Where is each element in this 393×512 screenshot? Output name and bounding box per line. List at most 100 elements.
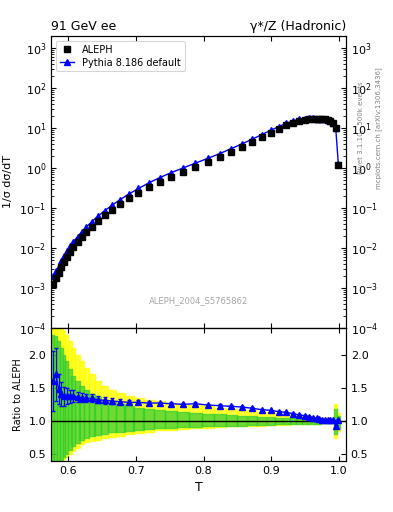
ALEPH [325,117,330,123]
Text: γ*/Z (Hadronic): γ*/Z (Hadronic) [250,20,346,33]
ALEPH [291,120,296,126]
ALEPH [56,270,61,276]
Y-axis label: 1/σ dσ/dT: 1/σ dσ/dT [3,156,13,208]
Pythia 8.186 default [320,116,325,122]
ALEPH [240,144,244,150]
Pythia 8.186 default [146,180,151,186]
Pythia 8.186 default [240,141,244,147]
Pythia 8.186 default [62,253,66,260]
ALEPH [320,116,325,122]
Text: ALEPH_2004_S5765862: ALEPH_2004_S5765862 [149,295,248,305]
Pythia 8.186 default [297,116,301,122]
ALEPH [127,195,131,201]
Pythia 8.186 default [157,175,162,181]
ALEPH [317,116,322,122]
Pythia 8.186 default [336,161,341,167]
Pythia 8.186 default [325,117,330,123]
Pythia 8.186 default [229,145,234,152]
ALEPH [136,189,141,196]
X-axis label: T: T [195,481,202,494]
ALEPH [205,159,210,165]
ALEPH [53,275,58,281]
ALEPH [297,118,301,124]
Pythia 8.186 default [328,118,332,124]
ALEPH [276,126,281,132]
Pythia 8.186 default [250,136,255,142]
Pythia 8.186 default [331,120,335,126]
ALEPH [68,249,72,255]
ALEPH [79,234,84,240]
Pythia 8.186 default [169,169,173,176]
Pythia 8.186 default [102,208,107,214]
ALEPH [217,154,222,160]
Pythia 8.186 default [205,155,210,161]
Line: Pythia 8.186 default: Pythia 8.186 default [50,116,341,279]
Pythia 8.186 default [314,116,319,122]
ALEPH [331,120,335,126]
ALEPH [259,134,264,140]
Pythia 8.186 default [118,197,123,203]
Pythia 8.186 default [284,120,288,126]
Pythia 8.186 default [127,191,131,197]
Pythia 8.186 default [136,185,141,191]
Pythia 8.186 default [89,219,94,225]
Pythia 8.186 default [181,165,185,171]
ALEPH [333,125,338,131]
Pythia 8.186 default [71,239,76,245]
Pythia 8.186 default [323,116,327,122]
ALEPH [284,122,288,129]
ALEPH [110,207,114,213]
Pythia 8.186 default [307,115,312,121]
Pythia 8.186 default [302,116,307,122]
Y-axis label: Ratio to ALEPH: Ratio to ALEPH [13,358,23,431]
Pythia 8.186 default [68,243,72,249]
ALEPH [95,218,100,224]
ALEPH [169,174,173,180]
ALEPH [229,149,234,155]
ALEPH [59,264,64,270]
ALEPH [328,118,332,124]
Pythia 8.186 default [79,229,84,235]
Pythia 8.186 default [59,259,64,265]
ALEPH [307,116,312,122]
ALEPH [250,139,255,145]
ALEPH [323,116,327,122]
ALEPH [71,244,76,250]
ALEPH [118,201,123,207]
ALEPH [302,117,307,123]
ALEPH [102,212,107,219]
ALEPH [193,164,198,170]
Pythia 8.186 default [268,127,273,134]
ALEPH [62,259,66,265]
Legend: ALEPH, Pythia 8.186 default: ALEPH, Pythia 8.186 default [56,40,185,71]
Text: 91 GeV ee: 91 GeV ee [51,20,116,33]
ALEPH [84,229,89,235]
Pythia 8.186 default [317,116,322,122]
Pythia 8.186 default [193,160,198,166]
Pythia 8.186 default [53,268,58,274]
Pythia 8.186 default [56,264,61,270]
ALEPH [89,224,94,230]
ALEPH [51,281,55,287]
ALEPH [75,239,80,245]
Pythia 8.186 default [110,202,114,208]
ALEPH [157,179,162,185]
Pythia 8.186 default [291,118,296,124]
ALEPH [314,116,319,122]
ALEPH [311,116,316,122]
ALEPH [336,162,341,168]
Pythia 8.186 default [276,123,281,130]
ALEPH [146,184,151,190]
Pythia 8.186 default [311,115,316,121]
Pythia 8.186 default [51,273,55,279]
Pythia 8.186 default [217,151,222,157]
Line: ALEPH: ALEPH [50,116,341,287]
Pythia 8.186 default [333,124,338,131]
Pythia 8.186 default [95,213,100,219]
Pythia 8.186 default [64,248,69,254]
ALEPH [64,254,69,260]
Pythia 8.186 default [75,234,80,240]
Pythia 8.186 default [84,224,89,230]
Text: mcplots.cern.ch [arXiv:1306.3436]: mcplots.cern.ch [arXiv:1306.3436] [375,67,382,189]
Pythia 8.186 default [259,132,264,138]
